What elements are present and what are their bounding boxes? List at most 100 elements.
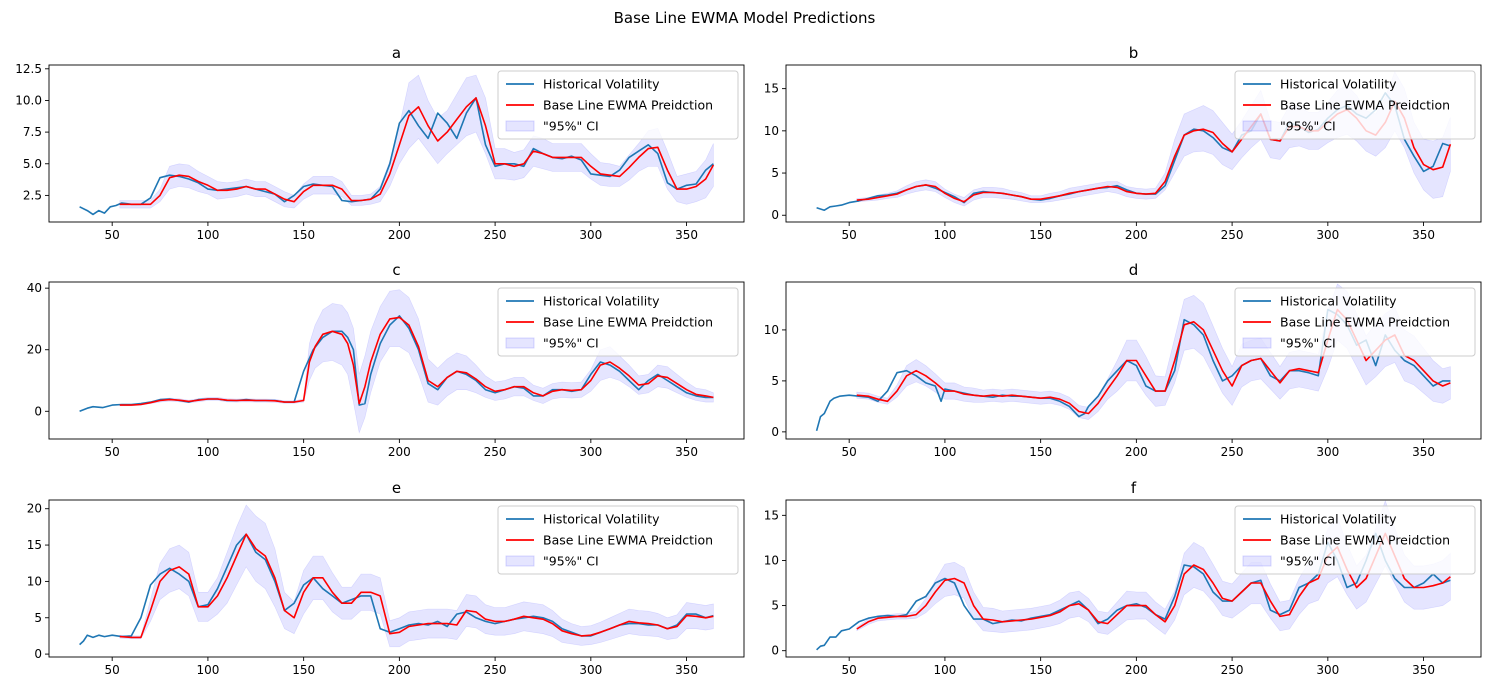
panel-b-legend-hist-label: Historical Volatility (1280, 77, 1397, 92)
panel-f-title: f (1131, 479, 1137, 497)
subplot-grid: a50 100 150 200 250 300 3502.55.07.510.012.5Hi… (15, 44, 1482, 677)
panel-c-plot-area (79, 289, 714, 434)
panel-e-legend-hist-label: Historical Volatility (543, 512, 660, 527)
panel-d-legend-hist-label: Historical Volatility (1280, 294, 1397, 309)
panel-a-historical-volatility-line (79, 97, 714, 216)
panel-e-legend-ci-swatch (505, 555, 535, 567)
panel-e-plot-area (79, 504, 714, 648)
panel-d-title: d (1129, 261, 1139, 279)
panel-f-xtick-label: 150 (1029, 663, 1052, 677)
panel-f-xtick-label: 50 (842, 663, 857, 677)
panel-d-legend-ci-label: "95%" CI (1280, 336, 1336, 351)
panel-e: e 50 100 150 200 250 300 350 0 5 10 15 20 Historical … (27, 479, 745, 677)
panel-c-xtick-label: 300 (579, 445, 602, 459)
panel-d-xtick-label: 100 (933, 445, 956, 459)
panel-d-xtick-label: 200 (1125, 445, 1148, 459)
panel-c-xtick-label: 50 (105, 445, 120, 459)
panel-c-xtick-label: 250 (484, 445, 507, 459)
panel-c-ytick-label: 40 (27, 281, 42, 295)
panel-c-legend-box (497, 287, 739, 357)
panel-b-legend-pred-label: Base Line EWMA Preidction (1280, 98, 1450, 113)
panel-b-xtick-label: 50 (842, 228, 857, 242)
panel-d-ci-band (856, 283, 1451, 420)
panel-f: f 50 100 150 200 250 300 350 0 5 10 15 Historical Vo… (764, 479, 1482, 677)
panel-b-title: b (1129, 44, 1139, 62)
panel-a-title: a (392, 44, 401, 62)
panel-f-axes-frame (785, 499, 1482, 658)
panel-a-ytick-label: 7.5 (23, 125, 42, 139)
panel-e-legend-ci-label: "95%" CI (543, 554, 599, 569)
panel-a-ci-band (119, 74, 714, 209)
panel-b-legend: Historical Volatility Base Line EWMA Prei… (1234, 70, 1476, 140)
panel-d-xtick-label: 350 (1412, 445, 1435, 459)
panel-f-legend-ci-label: "95%" CI (1280, 554, 1336, 569)
panel-a-xtick-label: 200 (388, 228, 411, 242)
panel-a-xtick-label: 150 (292, 228, 315, 242)
panel-e-xtick-label: 300 (579, 663, 602, 677)
panel-c-legend-hist-label: Historical Volatility (543, 294, 660, 309)
panel-e-xtick-label: 250 (484, 663, 507, 677)
panel-a-ewma-prediction-line (119, 97, 715, 206)
panel-b-xtick-label: 250 (1221, 228, 1244, 242)
panel-e-ytick-label: 20 (27, 502, 42, 516)
panel-a-legend-pred-label: Base Line EWMA Preidction (543, 98, 713, 113)
panel-f-xtick-label: 350 (1412, 663, 1435, 677)
panel-e-xtick-label: 150 (292, 663, 315, 677)
panel-c-xtick-label: 100 (196, 445, 219, 459)
panel-a-plot-area (79, 74, 715, 216)
panel-b-xtick-label: 150 (1029, 228, 1052, 242)
panel-d-ytick-label: 5 (771, 374, 779, 388)
panel-c-ewma-prediction-line (119, 316, 714, 406)
panel-a-xtick-label: 50 (105, 228, 120, 242)
panel-c-legend-pred-label: Base Line EWMA Preidction (543, 315, 713, 330)
panel-f-ytick-label: 0 (771, 644, 779, 658)
panel-a-legend-ci-swatch (505, 120, 535, 132)
panel-b-xtick-label: 100 (933, 228, 956, 242)
panel-c-xtick-label: 150 (292, 445, 315, 459)
panel-f-legend: Historical Volatility Base Line EWMA Prei… (1234, 505, 1476, 575)
panel-d-legend-box (1234, 287, 1476, 357)
panel-b-ytick-label: 10 (764, 124, 779, 138)
panel-e-ci-band (119, 504, 714, 648)
panel-a-ytick-label: 5.0 (23, 157, 42, 171)
panel-b-ytick-label: 5 (771, 166, 779, 180)
panel-f-legend-box (1234, 505, 1476, 575)
panel-b-legend-ci-swatch (1242, 120, 1272, 132)
panel-c-xtick-label: 350 (675, 445, 698, 459)
panel-a-ytick-label: 12.5 (15, 62, 42, 76)
panel-d-legend-ci-swatch (1242, 337, 1272, 349)
panel-d-ytick-label: 0 (771, 425, 779, 439)
panel-e-xtick-label: 50 (105, 663, 120, 677)
panel-d-axes-frame (785, 281, 1482, 440)
panel-b-xtick-label: 200 (1125, 228, 1148, 242)
panel-f-xtick-label: 250 (1221, 663, 1244, 677)
panel-e-title: e (392, 479, 401, 497)
panel-f-legend-ci-swatch (1242, 555, 1272, 567)
panel-d-xtick-label: 50 (842, 445, 857, 459)
panel-d-ytick-label: 10 (764, 323, 779, 337)
panel-b: b 50 100 150 200 250 300 350 0 5 10 15 Historical Vo… (764, 44, 1482, 242)
panel-c-ytick-label: 0 (34, 404, 42, 418)
panel-e-xtick-label: 200 (388, 663, 411, 677)
panel-a-axes-frame (48, 64, 745, 223)
panel-f-ewma-prediction-line (856, 532, 1451, 630)
panel-d-xtick-label: 150 (1029, 445, 1052, 459)
panel-a-xtick-label: 250 (484, 228, 507, 242)
panel-e-xtick-label: 100 (196, 663, 219, 677)
panel-e-ytick-label: 0 (34, 647, 42, 661)
panel-e-ewma-prediction-line (119, 533, 714, 639)
panel-f-ci-band (856, 500, 1451, 635)
panel-d-legend-pred-label: Base Line EWMA Preidction (1280, 315, 1450, 330)
panel-d-xtick-label: 250 (1221, 445, 1244, 459)
panel-b-ytick-label: 0 (771, 208, 779, 222)
panel-c-legend-ci-swatch (505, 337, 535, 349)
panel-f-xtick-label: 300 (1316, 663, 1339, 677)
panel-f-xtick-label: 200 (1125, 663, 1148, 677)
panel-a-xtick-label: 100 (196, 228, 219, 242)
panel-a: a 50 100 150 200 250 300 350 2.5 5.0 7.5 10.0 12.5 Hi… (15, 44, 745, 242)
panel-b-legend-box (1234, 70, 1476, 140)
panel-e-legend: Historical Volatility Base Line EWMA Prei… (497, 505, 739, 575)
figure-suptitle: Base Line EWMA Model Predictions (614, 9, 876, 27)
panel-c-xtick-label: 200 (388, 445, 411, 459)
